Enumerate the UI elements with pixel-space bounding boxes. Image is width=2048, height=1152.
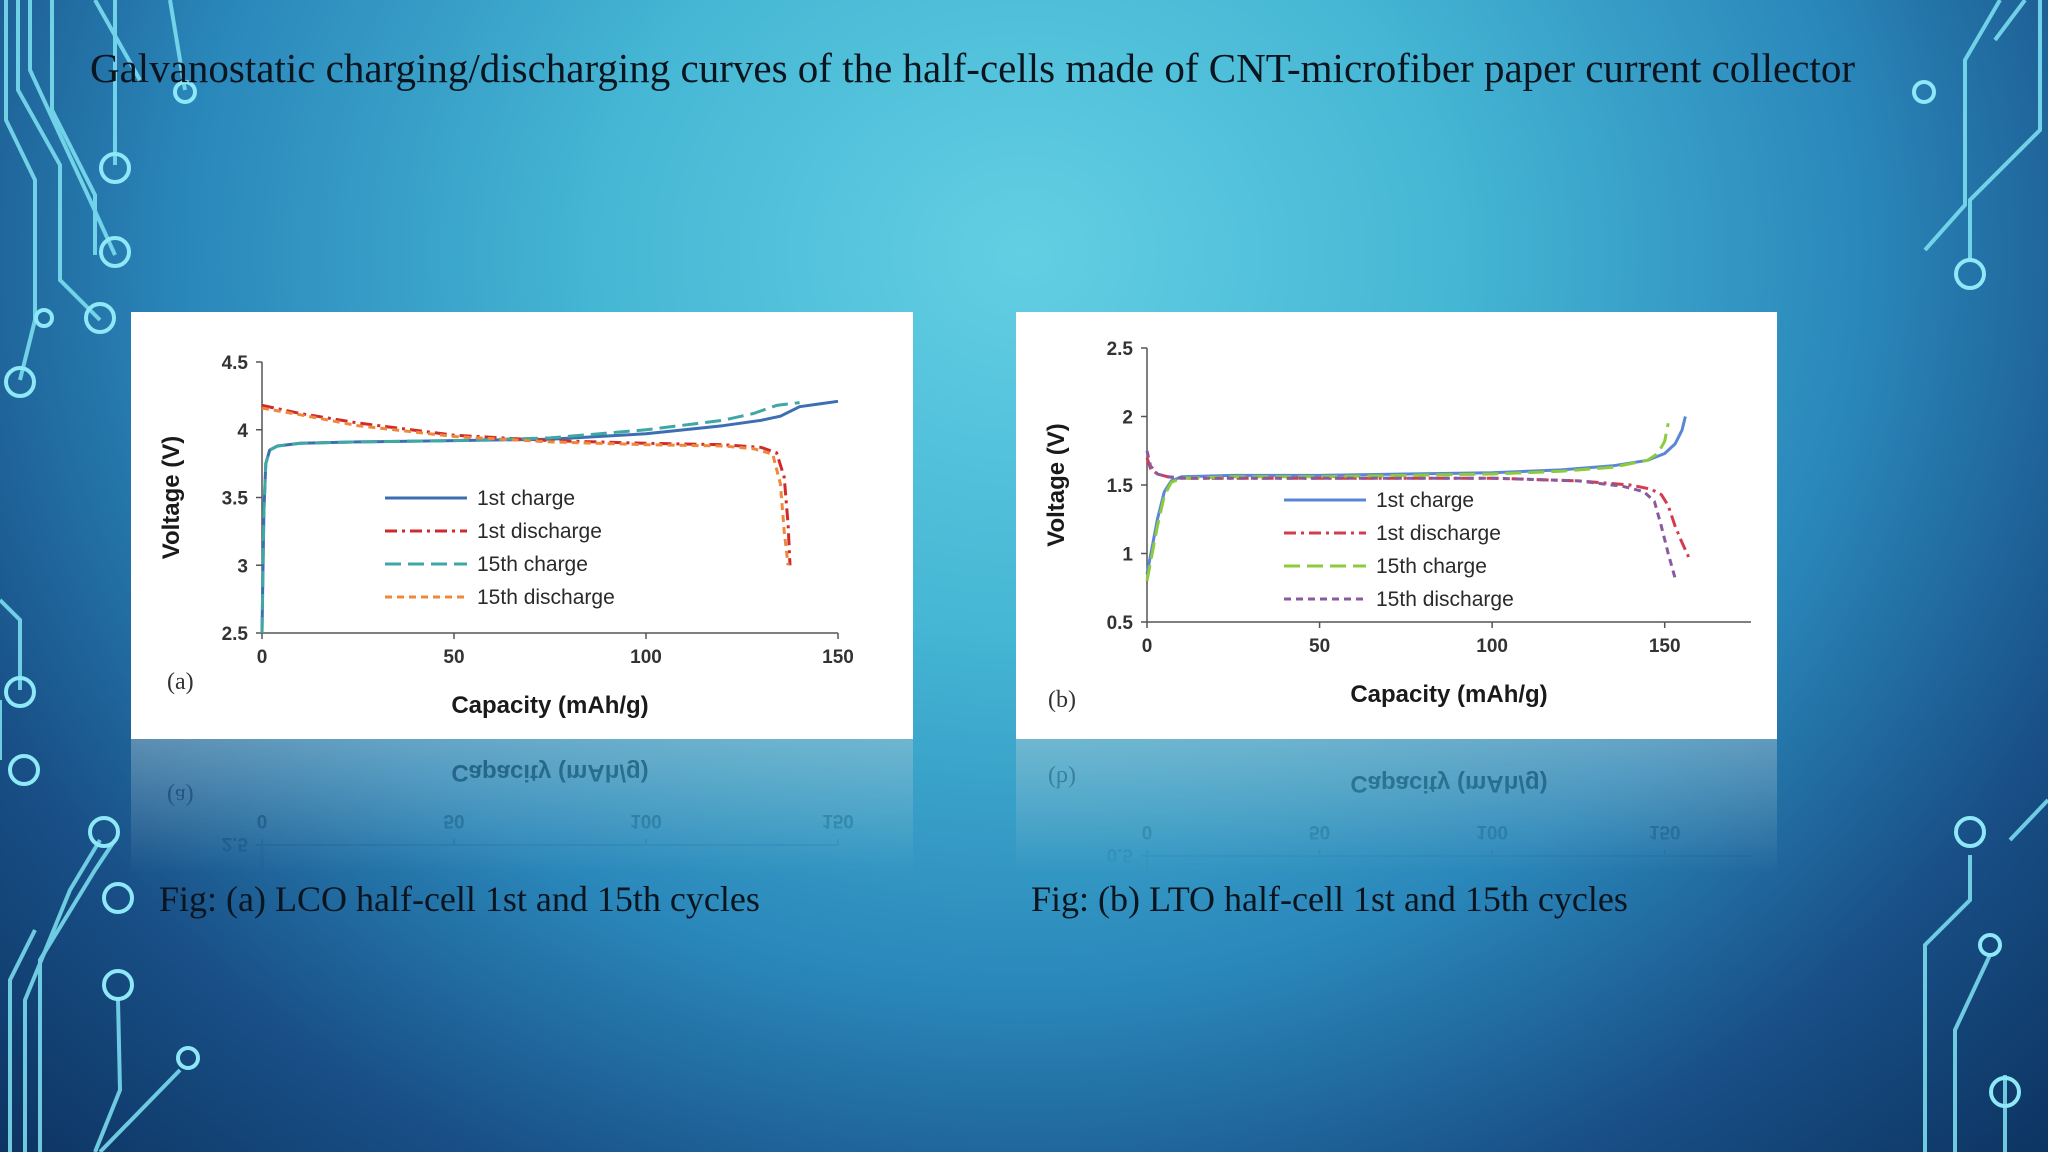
- svg-text:100: 100: [630, 810, 662, 831]
- x-tick-label: 0: [1142, 636, 1153, 657]
- svg-text:15th discharge: 15th discharge: [1376, 867, 1514, 874]
- y-tick-label: 2.5: [1107, 339, 1134, 360]
- legend-entry: 15th discharge: [1376, 588, 1514, 611]
- axes: 0 50 100 150 0.5 1 1.5 2 2.5 Capacity (mAh/g) Volt…: [1043, 339, 1751, 713]
- svg-text:150: 150: [1649, 821, 1681, 842]
- x-tick-label: 150: [1649, 636, 1681, 657]
- svg-text:Capacity (mAh/g): Capacity (mAh/g): [1350, 770, 1547, 797]
- panel-label: (a): [167, 669, 194, 695]
- legend-entry: 1st discharge: [1376, 522, 1501, 545]
- x-axis-label: Capacity (mAh/g): [1350, 681, 1547, 708]
- svg-text:2.5: 2.5: [222, 833, 249, 854]
- panel-label: (b): [1048, 687, 1076, 713]
- y-axis-label: Voltage (V): [158, 436, 185, 560]
- svg-text:100: 100: [1476, 821, 1508, 842]
- y-tick-label: 3.5: [222, 489, 249, 510]
- x-tick-label: 100: [1476, 636, 1508, 657]
- legend-entry: 15th discharge: [477, 586, 615, 609]
- chart-a-reflection: 0 50 100 150 2.5 3 3.5 4 4.5 Capacity (mAh/g) Volt…: [131, 739, 913, 874]
- legend: 1st charge 1st discharge 15th charge 15th d…: [1284, 489, 1514, 611]
- legend-entry: 1st charge: [477, 487, 575, 510]
- series-line: [1145, 423, 1670, 582]
- y-axis-label: Voltage (V): [1043, 423, 1070, 547]
- chart-b: 0 50 100 150 0.5 1 1.5 2 2.5 Capacity (mAh/g) Volt…: [1043, 339, 1751, 713]
- y-tick-label: 1: [1122, 545, 1133, 566]
- x-tick-label: 100: [630, 647, 662, 668]
- y-tick-label: 4.5: [222, 353, 249, 374]
- svg-text:(b): (b): [1048, 765, 1076, 791]
- y-tick-label: 4: [237, 421, 248, 442]
- svg-text:0: 0: [257, 810, 268, 831]
- chart-a-card: 0 50 100 150 2.5 3 3.5 4 4.5 Capacity (mAh/g) Volt…: [131, 312, 913, 739]
- x-tick-label: 50: [1309, 636, 1330, 657]
- chart-b-reflection: 0 50 100 150 0.5 1 1.5 2 2.5 Capacity (mAh/g) Volt…: [1016, 739, 1777, 874]
- series-line: [261, 403, 792, 566]
- svg-text:50: 50: [1309, 821, 1330, 842]
- slide-title: Galvanostatic charging/discharging curve…: [90, 45, 1856, 91]
- series-group: [260, 399, 839, 634]
- y-tick-label: 0.5: [1107, 613, 1134, 634]
- y-tick-label: 1.5: [1107, 476, 1134, 497]
- svg-text:0: 0: [1142, 821, 1153, 842]
- series-line: [1145, 450, 1677, 579]
- svg-text:15th discharge: 15th discharge: [477, 869, 615, 874]
- svg-text:(a): (a): [167, 783, 194, 809]
- legend: 1st charge 1st discharge 15th charge 15th d…: [385, 487, 615, 609]
- caption-a: Fig: (a) LCO half-cell 1st and 15th cycl…: [159, 879, 760, 919]
- series-line: [260, 401, 800, 634]
- legend-entry: 1st discharge: [477, 520, 602, 543]
- x-tick-label: 150: [822, 647, 854, 668]
- series-line: [261, 406, 790, 566]
- svg-text:150: 150: [822, 810, 854, 831]
- svg-text:Capacity (mAh/g): Capacity (mAh/g): [451, 759, 648, 786]
- axes: 0 50 100 150 2.5 3 3.5 4 4.5 Capacity (mAh/g) Volt…: [158, 353, 854, 719]
- x-tick-label: 50: [443, 647, 464, 668]
- chart-b-card: 0 50 100 150 0.5 1 1.5 2 2.5 Capacity (mAh/g) Volt…: [1016, 312, 1777, 739]
- legend-entry: 15th charge: [1376, 555, 1487, 578]
- legend-entry: 15th charge: [477, 553, 588, 576]
- series-group: [1145, 416, 1691, 582]
- y-tick-label: 3: [237, 556, 248, 577]
- y-tick-label: 2.5: [222, 624, 249, 645]
- x-tick-label: 0: [257, 647, 268, 668]
- svg-text:50: 50: [443, 810, 464, 831]
- caption-b: Fig: (b) LTO half-cell 1st and 15th cycl…: [1031, 879, 1628, 919]
- svg-text:0.5: 0.5: [1107, 844, 1134, 865]
- y-tick-label: 2: [1122, 408, 1133, 429]
- chart-a: 0 50 100 150 2.5 3 3.5 4 4.5 Capacity (mAh/g) Volt…: [158, 353, 854, 719]
- x-axis-label: Capacity (mAh/g): [451, 692, 648, 719]
- legend-entry: 1st charge: [1376, 489, 1474, 512]
